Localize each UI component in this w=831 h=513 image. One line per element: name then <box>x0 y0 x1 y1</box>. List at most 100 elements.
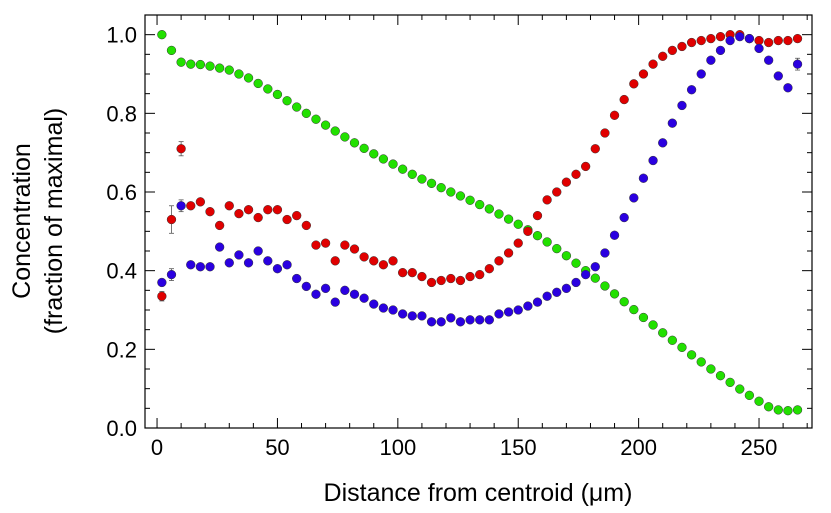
x-tick-labels: 0 50 100 150 200 250 <box>151 435 777 460</box>
x-tick-label: 150 <box>500 435 537 460</box>
data-point-red <box>523 226 533 236</box>
data-point-red <box>369 256 379 266</box>
data-point-blue <box>455 317 466 327</box>
data-point-blue <box>715 45 726 56</box>
data-point-blue <box>581 269 591 280</box>
data-point-blue <box>426 317 437 327</box>
data-point-red <box>706 33 716 44</box>
data-point-red <box>503 248 514 258</box>
data-point-red <box>677 41 687 52</box>
data-point-red <box>494 256 504 266</box>
data-point-green <box>195 59 206 70</box>
data-point-red <box>638 69 649 79</box>
data-point-red <box>388 256 398 266</box>
data-point-red <box>426 277 437 288</box>
data-point-blue <box>600 248 610 258</box>
data-point-green <box>253 78 263 89</box>
data-point-red <box>590 144 600 154</box>
data-point-green <box>629 304 639 315</box>
data-point-blue <box>475 315 485 325</box>
data-point-blue <box>513 305 523 315</box>
data-point-green <box>234 69 244 79</box>
data-point-red <box>195 197 206 207</box>
data-point-green <box>301 108 311 118</box>
data-point-red <box>513 238 523 248</box>
data-point-green <box>561 251 572 261</box>
data-point-red <box>609 110 620 120</box>
data-point-green <box>407 169 417 179</box>
series-blue <box>157 31 803 327</box>
data-point-green <box>455 191 466 201</box>
data-point-red <box>792 33 803 44</box>
data-point-blue <box>638 173 649 183</box>
data-point-green <box>609 289 620 299</box>
data-point-green <box>744 390 755 401</box>
data-point-blue <box>629 193 639 203</box>
data-point-red <box>629 79 639 89</box>
data-point-red <box>263 205 273 215</box>
data-point-green <box>397 164 408 174</box>
data-point-red <box>330 256 340 266</box>
data-point-green <box>340 132 350 142</box>
data-point-blue <box>243 258 254 268</box>
y-tick-label: 0.8 <box>106 101 137 126</box>
data-point-blue <box>263 256 273 266</box>
data-point-red <box>715 31 726 42</box>
y-axis-label-line1: Concentration <box>8 143 36 299</box>
data-point-blue <box>706 55 716 65</box>
data-point-green <box>590 273 600 283</box>
data-point-blue <box>725 35 735 46</box>
data-point-blue <box>272 264 283 274</box>
data-point-blue <box>590 262 600 272</box>
y-tick-label: 0.6 <box>106 180 137 205</box>
data-point-red <box>446 273 456 284</box>
data-point-blue <box>494 309 504 319</box>
data-point-red <box>243 205 254 215</box>
data-point-blue <box>764 55 774 65</box>
data-point-blue <box>205 262 215 272</box>
x-tick-label: 50 <box>265 435 289 460</box>
data-point-blue <box>282 260 292 270</box>
data-point-blue <box>397 309 408 319</box>
data-points <box>157 30 803 416</box>
data-point-red <box>157 291 167 301</box>
data-point-green <box>619 297 629 307</box>
data-point-blue <box>195 262 206 272</box>
data-point-blue <box>157 277 167 288</box>
data-point-green <box>494 209 504 219</box>
data-point-red <box>619 94 629 105</box>
data-point-red <box>475 269 485 280</box>
data-point-green <box>292 102 302 112</box>
data-point-red <box>214 220 225 231</box>
data-point-red <box>561 177 572 187</box>
data-point-green <box>426 178 437 188</box>
data-point-blue <box>465 315 475 325</box>
data-point-green <box>600 281 610 291</box>
data-point-red <box>166 214 177 225</box>
data-point-green <box>677 342 687 353</box>
y-tick-label: 0.2 <box>106 337 137 362</box>
data-point-green <box>349 138 360 148</box>
x-tick-label: 0 <box>151 435 163 460</box>
axis-ticks <box>145 14 812 429</box>
data-point-blue <box>744 33 755 44</box>
x-tick-label: 200 <box>620 435 657 460</box>
series-green <box>157 30 803 416</box>
data-point-blue <box>234 250 244 260</box>
data-point-green <box>263 84 273 94</box>
data-point-red <box>600 128 610 138</box>
data-point-red <box>773 35 783 46</box>
data-point-blue <box>359 293 369 303</box>
data-point-green <box>532 231 543 241</box>
data-point-red <box>552 187 562 197</box>
series-red <box>157 30 803 302</box>
data-point-red <box>234 208 244 219</box>
data-point-green <box>503 214 514 224</box>
data-point-blue <box>619 212 629 223</box>
data-point-red <box>686 37 697 48</box>
data-point-blue <box>253 246 263 256</box>
y-tick-label: 1.0 <box>106 23 137 48</box>
data-point-green <box>369 149 379 159</box>
data-point-blue <box>388 305 398 315</box>
data-point-red <box>301 220 311 231</box>
